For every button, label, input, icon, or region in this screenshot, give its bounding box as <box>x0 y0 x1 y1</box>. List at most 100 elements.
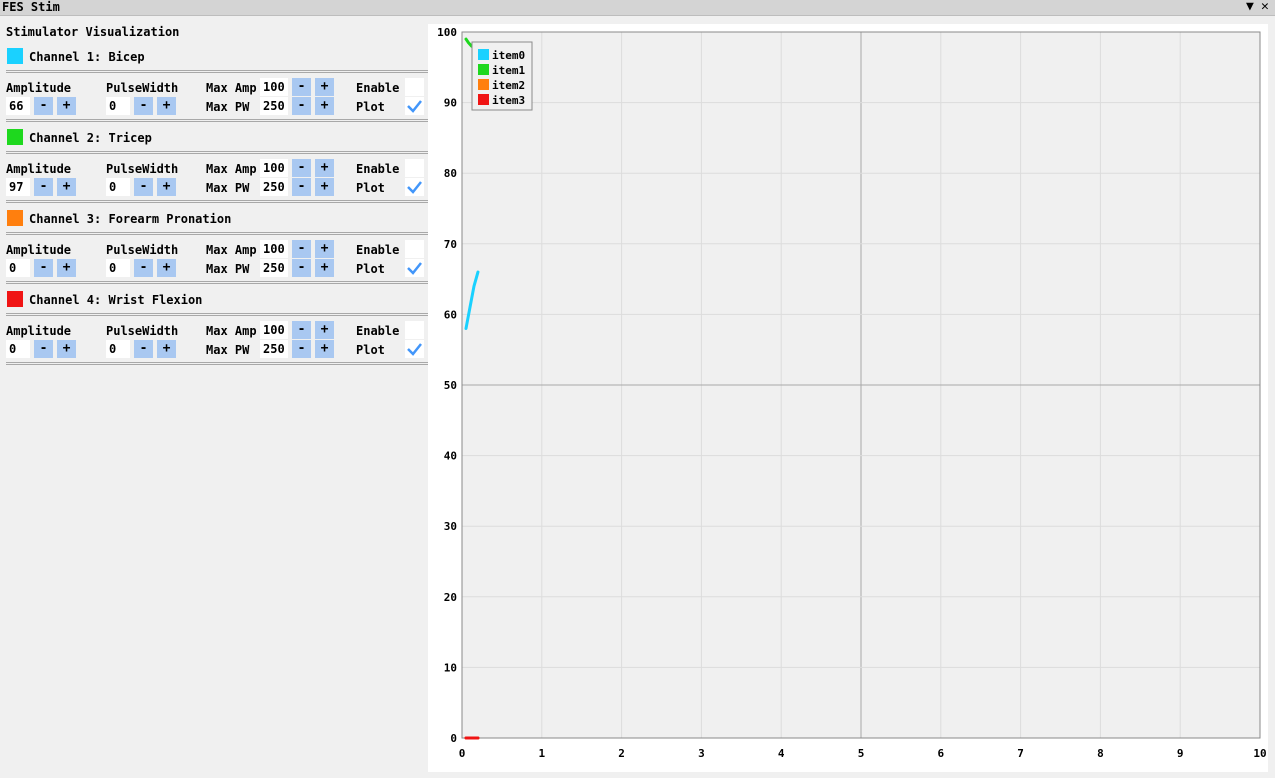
max-pw-decrement-button[interactable]: - <box>292 97 311 115</box>
pulse-width-label: PulseWidth <box>106 243 179 257</box>
amplitude-increment-button[interactable]: + <box>57 178 76 196</box>
legend-swatch-item1 <box>478 64 489 75</box>
amplitude-input[interactable]: 97 <box>6 178 30 196</box>
amplitude-decrement-button[interactable]: - <box>34 259 53 277</box>
max-amp-increment-button[interactable]: + <box>315 240 334 258</box>
plot-checkbox[interactable] <box>405 340 424 358</box>
enable-label: Enable <box>356 162 400 176</box>
y-tick-label: 40 <box>444 450 457 463</box>
max-amp-decrement-button[interactable]: - <box>292 321 311 339</box>
amplitude-input[interactable]: 0 <box>6 340 30 358</box>
pulse-width-input[interactable]: 0 <box>106 259 130 277</box>
pulse-width-input[interactable]: 0 <box>106 178 130 196</box>
max-amp-increment-button[interactable]: + <box>315 78 334 96</box>
enable-checkbox[interactable] <box>405 159 424 177</box>
max-amp-label: Max Amp <box>206 324 257 338</box>
pulse-width-decrement-button[interactable]: - <box>134 178 153 196</box>
max-amp-input[interactable]: 100 <box>260 240 288 258</box>
plot-checkbox[interactable] <box>405 259 424 277</box>
max-pw-input[interactable]: 250 <box>260 97 288 115</box>
pulse-width-increment-button[interactable]: + <box>157 178 176 196</box>
max-amp-increment-button[interactable]: + <box>315 321 334 339</box>
pulse-width-decrement-button[interactable]: - <box>134 97 153 115</box>
max-pw-label: Max PW <box>206 343 250 357</box>
legend-swatch-item0 <box>478 49 489 60</box>
enable-checkbox[interactable] <box>405 240 424 258</box>
max-pw-label: Max PW <box>206 181 250 195</box>
x-tick-label: 5 <box>858 747 865 760</box>
max-pw-input[interactable]: 250 <box>260 178 288 196</box>
enable-checkbox[interactable] <box>405 321 424 339</box>
max-amp-input[interactable]: 100 <box>260 78 288 96</box>
max-pw-increment-button[interactable]: + <box>315 259 334 277</box>
stimulator-panel: Stimulator Visualization Channel 1: Bice… <box>0 16 430 778</box>
y-tick-label: 80 <box>444 167 457 180</box>
enable-checkbox[interactable] <box>405 78 424 96</box>
amplitude-increment-button[interactable]: + <box>57 259 76 277</box>
x-tick-label: 8 <box>1097 747 1104 760</box>
y-tick-label: 10 <box>444 661 457 674</box>
plot-svg[interactable]: 0 1 2 3 4 5 6 7 8 9 100102030405060708090100item0i… <box>428 24 1268 772</box>
amplitude-decrement-button[interactable]: - <box>34 97 53 115</box>
max-pw-decrement-button[interactable]: - <box>292 178 311 196</box>
y-tick-label: 70 <box>444 238 457 251</box>
plot-label: Plot <box>356 343 385 357</box>
x-tick-label: 6 <box>937 747 944 760</box>
max-amp-input[interactable]: 100 <box>260 159 288 177</box>
legend-label-item3: item3 <box>492 94 525 107</box>
max-pw-input[interactable]: 250 <box>260 340 288 358</box>
max-pw-decrement-button[interactable]: - <box>292 340 311 358</box>
pulse-width-decrement-button[interactable]: - <box>134 340 153 358</box>
max-pw-input[interactable]: 250 <box>260 259 288 277</box>
pulse-width-increment-button[interactable]: + <box>157 259 176 277</box>
amplitude-label: Amplitude <box>6 81 72 95</box>
pulse-width-increment-button[interactable]: + <box>157 340 176 358</box>
triangle-down-icon[interactable]: ▼ <box>1246 0 1254 14</box>
close-icon[interactable]: ✕ <box>1261 0 1269 14</box>
plot-checkbox[interactable] <box>405 97 424 115</box>
max-amp-decrement-button[interactable]: - <box>292 159 311 177</box>
x-tick-label: 0 <box>459 747 466 760</box>
stimulation-plot[interactable]: 0 1 2 3 4 5 6 7 8 9 10 0 10 20 30 40 50 60 70 80 90 100 item0 i… <box>428 24 1268 772</box>
pulse-width-label: PulseWidth <box>106 324 179 338</box>
max-pw-increment-button[interactable]: + <box>315 178 334 196</box>
checkmark-icon <box>407 100 422 113</box>
amplitude-decrement-button[interactable]: - <box>34 178 53 196</box>
x-tick-label: 3 <box>698 747 705 760</box>
x-tick-label: 4 <box>778 747 785 760</box>
amplitude-increment-button[interactable]: + <box>57 340 76 358</box>
separator <box>6 313 428 316</box>
separator <box>6 362 428 365</box>
legend-swatch-item3 <box>478 94 489 105</box>
enable-label: Enable <box>356 243 400 257</box>
amplitude-label: Amplitude <box>6 162 72 176</box>
pulse-width-decrement-button[interactable]: - <box>134 259 153 277</box>
y-tick-label: 0 <box>450 732 457 745</box>
channel-name: Channel 3: Forearm Pronation <box>29 212 232 226</box>
legend-label-item0: item0 <box>492 49 525 62</box>
amplitude-input[interactable]: 66 <box>6 97 30 115</box>
plot-label: Plot <box>356 100 385 114</box>
max-pw-increment-button[interactable]: + <box>315 340 334 358</box>
legend-swatch-item2 <box>478 79 489 90</box>
plot-frame <box>461 31 1261 739</box>
amplitude-label: Amplitude <box>6 243 72 257</box>
amplitude-label: Amplitude <box>6 324 72 338</box>
amplitude-input[interactable]: 0 <box>6 259 30 277</box>
max-amp-increment-button[interactable]: + <box>315 159 334 177</box>
separator <box>6 70 428 73</box>
max-pw-decrement-button[interactable]: - <box>292 259 311 277</box>
amplitude-increment-button[interactable]: + <box>57 97 76 115</box>
y-tick-label: 50 <box>444 379 457 392</box>
pulse-width-increment-button[interactable]: + <box>157 97 176 115</box>
max-amp-decrement-button[interactable]: - <box>292 240 311 258</box>
max-amp-input[interactable]: 100 <box>260 321 288 339</box>
pulse-width-input[interactable]: 0 <box>106 340 130 358</box>
channel-color-swatch <box>7 210 23 226</box>
max-pw-increment-button[interactable]: + <box>315 97 334 115</box>
max-amp-decrement-button[interactable]: - <box>292 78 311 96</box>
pulse-width-input[interactable]: 0 <box>106 97 130 115</box>
amplitude-decrement-button[interactable]: - <box>34 340 53 358</box>
y-tick-label: 100 <box>437 26 457 39</box>
plot-checkbox[interactable] <box>405 178 424 196</box>
